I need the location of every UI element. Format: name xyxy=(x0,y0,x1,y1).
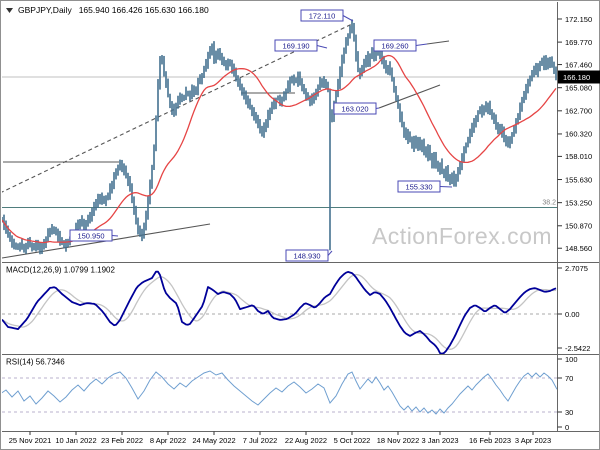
current-price-box-bg xyxy=(558,70,600,84)
time-axis[interactable]: 25 Nov 2021 10 Jan 2022 23 Feb 2022 8 Apr 2… xyxy=(9,431,551,446)
rsi-line xyxy=(2,370,557,415)
macd-axis-label: 2.7075 xyxy=(565,264,588,273)
annotation-box[interactable] xyxy=(300,9,344,22)
rsi-axis-label: 70 xyxy=(565,374,573,383)
annotation-text: 169.190 xyxy=(282,42,309,51)
dashed-trendline[interactable] xyxy=(0,23,353,193)
macd-panel[interactable] xyxy=(2,263,557,354)
price-axis-label: 160.320 xyxy=(565,130,592,139)
price-annotations: 172.110 169.190 169.260 163.020 155.330 150.9… xyxy=(69,9,556,262)
price-axis-label: 162.700 xyxy=(565,107,592,116)
annotation-text: 150.950 xyxy=(77,232,104,241)
annotation-connector xyxy=(342,15,354,22)
watermark: ActionForex.com xyxy=(372,223,552,249)
price-annotation[interactable]: 169.260 xyxy=(373,39,428,52)
annotation-connector xyxy=(439,186,453,188)
date-label: 16 Feb 2023 xyxy=(469,436,511,445)
date-label: 7 Jul 2022 xyxy=(243,436,278,445)
price-axis-label: 155.630 xyxy=(565,175,592,184)
macd-line xyxy=(2,270,557,354)
trendline[interactable] xyxy=(426,40,450,45)
date-label: 5 Oct 2022 xyxy=(334,436,371,445)
price-axis-label: 169.770 xyxy=(565,38,592,47)
annotation-box[interactable] xyxy=(274,39,318,52)
macd-axis-label: -2.5422 xyxy=(565,344,590,353)
date-label: 22 Aug 2022 xyxy=(285,436,327,445)
date-label: 24 May 2022 xyxy=(192,436,235,445)
price-axis[interactable]: 172.150 169.770 167.460 165.080 162.700 160.3… xyxy=(557,15,600,432)
annotation-connector xyxy=(415,43,428,46)
annotation-text: 163.020 xyxy=(341,105,368,114)
price-axis-label: 172.150 xyxy=(565,15,592,24)
date-label: 23 Feb 2022 xyxy=(101,436,143,445)
price-content xyxy=(0,19,557,259)
rsi-panel[interactable] xyxy=(2,355,557,431)
annotation-box[interactable] xyxy=(69,229,113,242)
annotation-text: 148.930 xyxy=(293,252,320,261)
rsi-content xyxy=(2,370,557,415)
rsi-axis-label: 100 xyxy=(565,355,578,364)
annotation-connector xyxy=(327,250,333,256)
fib-level-label: 38.2 xyxy=(542,200,556,207)
price-annotation[interactable]: 150.950 xyxy=(69,229,119,242)
price-axis-label: 150.870 xyxy=(565,222,592,231)
current-price-text: 166.180 xyxy=(563,73,590,82)
date-label: 3 Jan 2023 xyxy=(421,436,458,445)
rsi-label: RSI(14) 56.7346 xyxy=(6,358,65,367)
price-annotation[interactable]: 172.110 xyxy=(300,9,354,22)
date-label: 3 Apr 2023 xyxy=(515,436,551,445)
price-annotation[interactable]: 163.020 xyxy=(333,102,380,115)
price-annotation[interactable]: 155.330 xyxy=(397,180,453,193)
ohlc-values: 165.940 166.426 165.630 166.180 xyxy=(79,5,209,15)
date-label: 8 Apr 2022 xyxy=(150,436,186,445)
rsi-axis-label: 0 xyxy=(565,423,569,432)
date-label: 10 Jan 2022 xyxy=(55,436,96,445)
annotation-connector xyxy=(316,45,328,49)
price-axis-label: 165.080 xyxy=(565,83,592,92)
annotation-connector xyxy=(111,235,119,237)
price-axis-label: 167.460 xyxy=(565,60,592,69)
price-axis-label: 148.560 xyxy=(565,244,592,253)
price-annotation[interactable]: 169.190 xyxy=(274,39,328,52)
current-price-box: 166.180 xyxy=(558,70,600,84)
date-label: 25 Nov 2021 xyxy=(9,436,52,445)
collapse-icon[interactable] xyxy=(6,8,13,13)
macd-content xyxy=(2,270,557,354)
chart-title: GBPJPY,Daily 165.940 166.426 165.630 166.… xyxy=(6,5,209,15)
trendline[interactable] xyxy=(378,84,441,109)
price-axis-label: 158.010 xyxy=(565,152,592,161)
price-axis-label: 153.250 xyxy=(565,198,592,207)
date-label: 18 Nov 2022 xyxy=(377,436,420,445)
symbol-ohlc-title: GBPJPY,Daily 165.940 166.426 165.630 166.… xyxy=(18,5,209,15)
macd-axis-label: 0.00 xyxy=(565,310,580,319)
price-annotation[interactable]: 148.930 xyxy=(285,249,333,262)
macd-label: MACD(12,26,9) 1.0799 1.1902 xyxy=(6,266,116,275)
annotation-box[interactable] xyxy=(373,39,417,52)
annotation-box[interactable] xyxy=(397,180,441,193)
annotation-box[interactable] xyxy=(333,102,377,115)
annotation-box[interactable] xyxy=(285,249,329,262)
symbol-label: GBPJPY,Daily xyxy=(18,5,72,15)
annotation-text: 169.260 xyxy=(381,42,408,51)
annotation-text: 172.110 xyxy=(309,12,336,21)
rsi-axis-label: 30 xyxy=(565,408,573,417)
annotation-text: 155.330 xyxy=(405,183,432,192)
